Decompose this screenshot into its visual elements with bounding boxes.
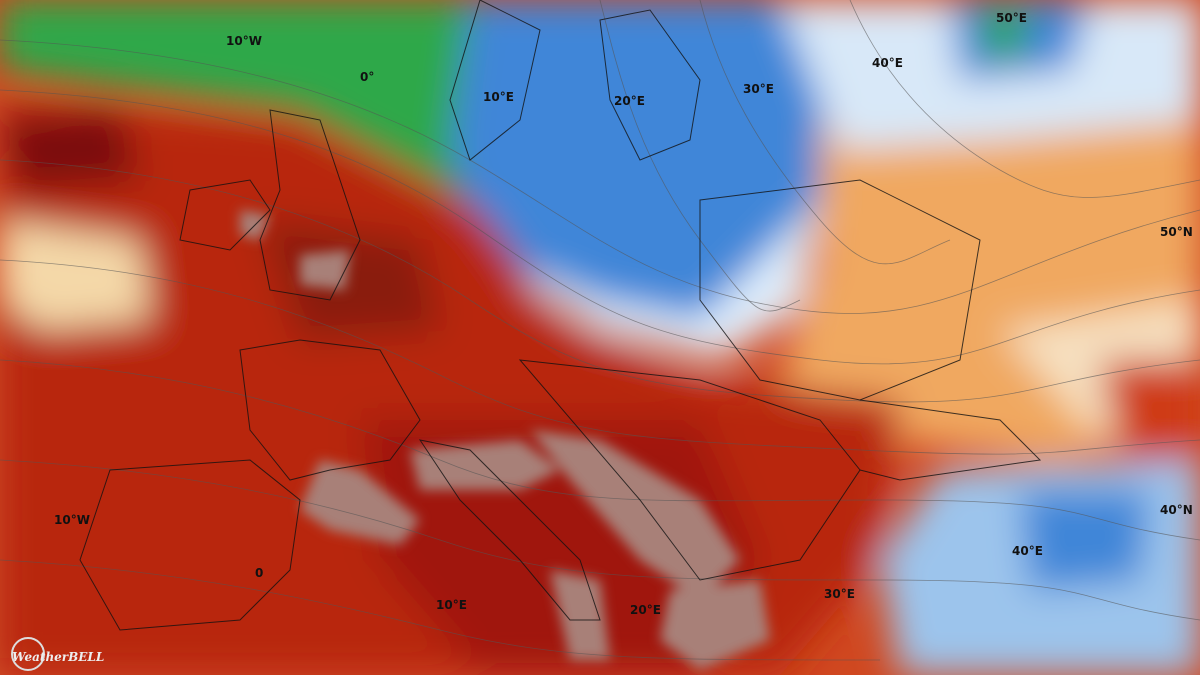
streamlines	[0, 0, 1200, 661]
lon-label: 0°	[360, 70, 374, 84]
logo-text: WeatherBELL	[12, 650, 104, 664]
borders	[79, 0, 1042, 631]
lon-label: 30°E	[824, 587, 855, 601]
graticule-labels: 10°W 0° 10°E 20°E 30°E 40°E 50°E 50°N 40…	[54, 11, 1193, 617]
lon-label: 30°E	[743, 82, 774, 96]
lon-label: 40°E	[1012, 544, 1043, 558]
lon-label: 40°E	[872, 56, 903, 70]
lat-label: 50°N	[1160, 225, 1193, 239]
lon-label: 20°E	[614, 94, 645, 108]
lon-label: 10°W	[226, 34, 262, 48]
logo: WeatherBELL	[11, 637, 104, 671]
lon-label: 10°E	[483, 90, 514, 104]
lat-label: 40°N	[1160, 503, 1193, 517]
lon-label: 50°E	[996, 11, 1027, 25]
lon-label: 10°E	[436, 598, 467, 612]
lon-label: 10°W	[54, 513, 90, 527]
lon-label: 20°E	[630, 603, 661, 617]
lon-label: 0	[255, 566, 263, 580]
